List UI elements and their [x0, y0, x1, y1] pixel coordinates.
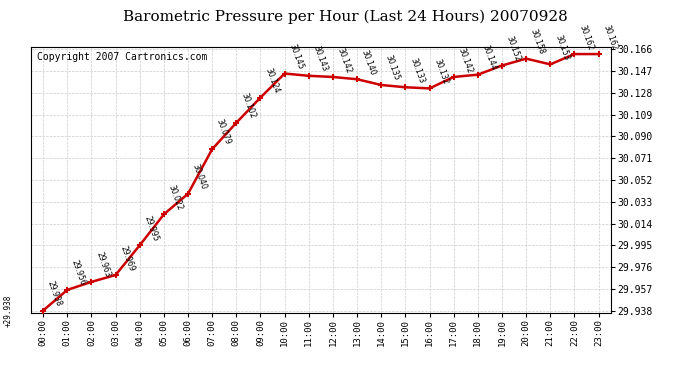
Text: 30.102: 30.102	[239, 92, 257, 120]
Text: 30.022: 30.022	[167, 184, 184, 211]
Text: 30.145: 30.145	[288, 43, 305, 71]
Text: 30.124: 30.124	[264, 67, 281, 95]
Text: 29.963: 29.963	[95, 251, 112, 279]
Text: Barometric Pressure per Hour (Last 24 Hours) 20070928: Barometric Pressure per Hour (Last 24 Ho…	[123, 9, 567, 24]
Text: +29.938: +29.938	[3, 294, 13, 327]
Text: 30.152: 30.152	[505, 35, 522, 63]
Text: 30.079: 30.079	[215, 118, 233, 146]
Text: 30.135: 30.135	[384, 54, 402, 82]
Text: Copyright 2007 Cartronics.com: Copyright 2007 Cartronics.com	[37, 52, 207, 62]
Text: 30.162: 30.162	[578, 23, 595, 51]
Text: 30.158: 30.158	[529, 28, 546, 56]
Text: 30.142: 30.142	[336, 46, 353, 74]
Text: 30.162: 30.162	[602, 23, 619, 51]
Text: 29.938: 29.938	[46, 280, 63, 308]
Text: 30.132: 30.132	[433, 58, 450, 86]
Text: 30.142: 30.142	[457, 46, 474, 74]
Text: 30.144: 30.144	[481, 44, 498, 72]
Text: 29.995: 29.995	[143, 214, 160, 243]
Text: 30.153: 30.153	[553, 33, 571, 62]
Text: 30.140: 30.140	[360, 48, 377, 76]
Text: 30.040: 30.040	[191, 163, 208, 191]
Text: 29.969: 29.969	[119, 244, 136, 272]
Text: 29.956: 29.956	[70, 259, 88, 287]
Text: 30.143: 30.143	[312, 45, 329, 73]
Text: 30.133: 30.133	[408, 56, 426, 84]
